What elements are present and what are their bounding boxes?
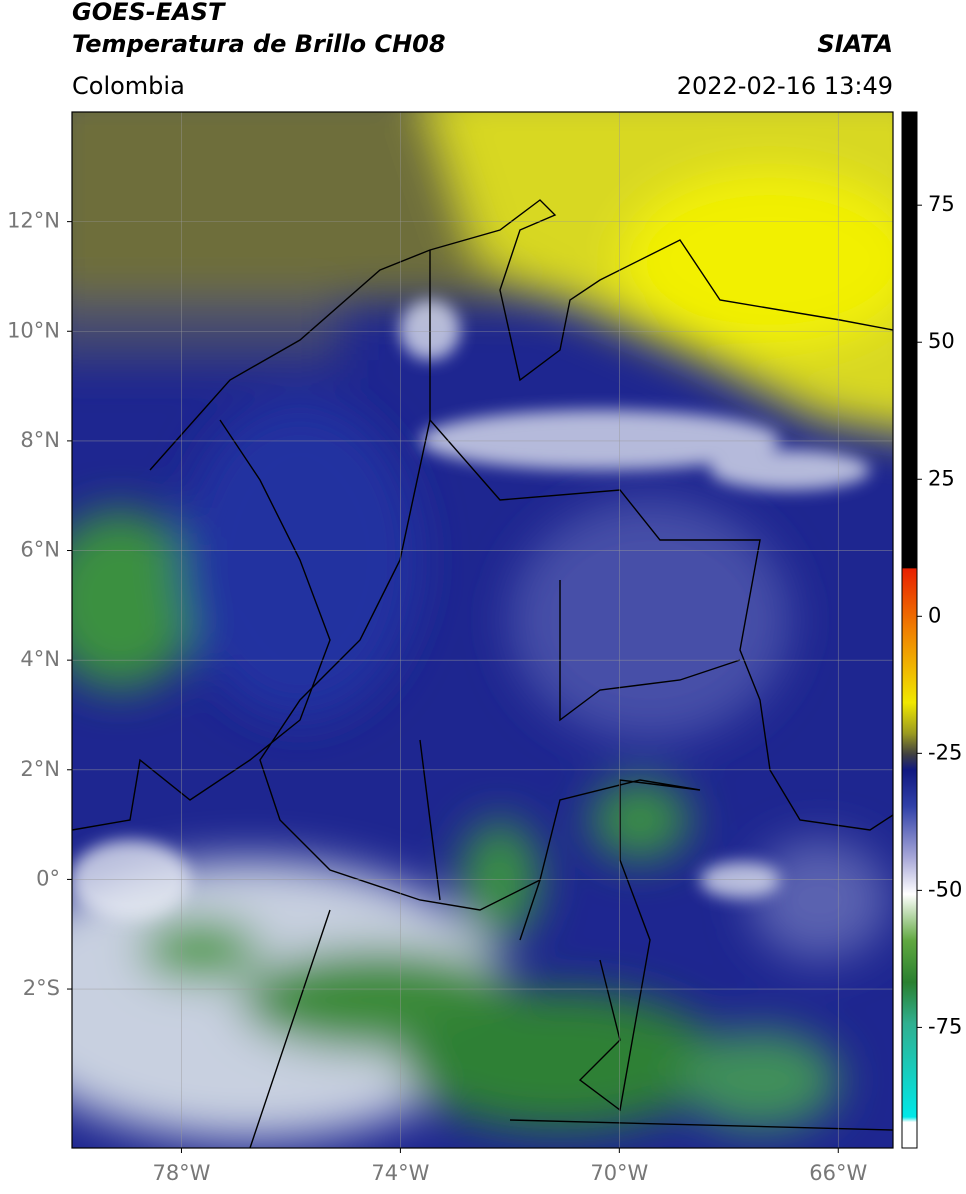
y-tick-label: 4°N <box>20 647 60 671</box>
x-tick-label: 78°W <box>152 1161 210 1185</box>
y-tick-label: 0° <box>36 866 60 890</box>
datetime: 2022-02-16 13:49 <box>677 72 893 100</box>
colorbar-tick-label: 0 <box>928 603 941 627</box>
satellite-image <box>72 112 893 1148</box>
x-tick-label: 74°W <box>371 1161 429 1185</box>
borders <box>72 199 893 1148</box>
colorbar-tick-label: -75 <box>928 1014 962 1038</box>
colorbar-tick-label: -50 <box>928 877 962 901</box>
x-tick-label: 70°W <box>590 1161 648 1185</box>
colorbar-tick-label: -25 <box>928 740 962 764</box>
y-tick-label: 2°N <box>20 757 60 781</box>
colorbar-tick-label: 75 <box>928 192 955 216</box>
title: GOES-EAST <box>72 0 226 26</box>
y-tick-label: 10°N <box>7 318 60 342</box>
y-tick-label: 12°N <box>7 209 60 233</box>
colorbar <box>901 111 918 1149</box>
y-tick-label: 6°N <box>20 538 60 562</box>
map-frame <box>71 111 894 1149</box>
colorbar-tick-label: 50 <box>928 329 955 353</box>
y-tick-label: 8°N <box>20 428 60 452</box>
colorbar-tick-label: 25 <box>928 466 955 490</box>
subtitle: Temperatura de Brillo CH08 <box>72 30 446 58</box>
y-tick-label: 2°S <box>23 976 60 1000</box>
x-tick-label: 66°W <box>809 1161 867 1185</box>
source: SIATA <box>817 30 893 58</box>
grid <box>72 112 893 1148</box>
region: Colombia <box>72 72 185 100</box>
